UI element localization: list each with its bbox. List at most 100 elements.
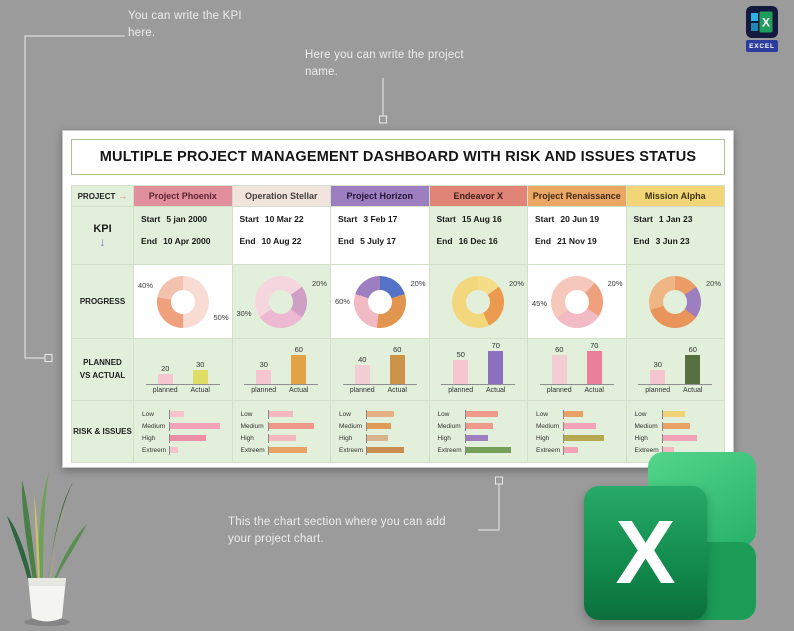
project-header-cell[interactable]: Project Phoenix <box>134 186 233 207</box>
risk-bar-row: High <box>339 433 421 443</box>
project-kpi-cell[interactable]: Start 15 Aug 16 End 16 Dec 16 <box>429 207 528 265</box>
end-date-line: End 10 Apr 2000 <box>141 236 228 246</box>
progress-chart-cell[interactable]: 20% 60% <box>331 265 430 339</box>
risk-bar-track <box>366 421 421 431</box>
value-bar <box>389 355 405 384</box>
bar-category-label: planned <box>645 387 671 394</box>
donut-percent-label: 20% <box>705 279 721 288</box>
progress-donut-chart <box>353 275 406 328</box>
bar-column: 30 <box>256 360 272 384</box>
risk-issues-chart-cell[interactable]: Low Medium High Extreem <box>331 401 430 463</box>
project-header-cell[interactable]: Operation Stellar <box>232 186 331 207</box>
donut-percent-label: 20% <box>607 279 623 288</box>
bar-category-labels: planned Actual <box>528 387 626 394</box>
project-name: Mission Alpha <box>644 191 706 201</box>
progress-chart-cell[interactable]: 20% 45% <box>528 265 627 339</box>
row-label-risk-issues: RISK & ISSUES <box>72 401 134 463</box>
risk-level-label: Medium <box>142 422 166 430</box>
start-date: 15 Aug 16 <box>461 214 502 224</box>
risk-level-label: Medium <box>634 422 658 430</box>
project-header-cell[interactable]: Endeavor X <box>429 186 528 207</box>
bar-category-label: planned <box>546 387 572 394</box>
end-label: End <box>436 236 453 246</box>
risk-level-label: Low <box>339 410 351 418</box>
planned-actual-bar-chart: 30 60 <box>638 343 713 385</box>
risk-bar-row: Low <box>438 409 520 419</box>
project-row-label-text: PROJECT <box>77 191 116 201</box>
risk-issues-chart-cell[interactable]: Low Medium High Extreem <box>232 401 331 463</box>
planned-actual-bar-chart: 30 60 <box>244 343 319 385</box>
progress-chart-cell[interactable]: 20% 30% <box>232 265 331 339</box>
start-label: Start <box>141 214 161 224</box>
donut-percent-label: 30% <box>236 309 252 318</box>
risk-bar-row: Medium <box>438 421 520 431</box>
risk-bar-row: Extreem <box>635 445 717 455</box>
project-header-cell[interactable]: Project Horizon <box>331 186 430 207</box>
planned-vs-actual-chart-cell[interactable]: 40 60 planned Actual <box>331 339 430 401</box>
project-header-row: PROJECT → Project Phoenix Operation Stel… <box>72 186 725 207</box>
bar-category-label: planned <box>251 387 277 394</box>
project-kpi-cell[interactable]: Start 3 Feb 17 End 5 July 17 <box>331 207 430 265</box>
risk-bar-track <box>464 445 520 455</box>
project-header-cell[interactable]: Project Renaissance <box>528 186 627 207</box>
risk-level-label: Medium <box>240 422 264 430</box>
bar-value-label: 40 <box>358 355 367 364</box>
risk-bar-track <box>464 433 520 443</box>
risk-bar-track <box>563 445 618 455</box>
bar-column: 50 <box>453 350 469 384</box>
progress-chart-cell[interactable]: 20% <box>626 265 725 339</box>
risk-bar <box>367 423 391 429</box>
arrow-down-icon: ↓ <box>99 235 106 249</box>
progress-row: PROGRESS 40% 50% 20% 30% 20% 60% 20% 20% 45%… <box>72 265 725 339</box>
risk-bar-track <box>464 409 520 419</box>
start-date-line: Start 15 Aug 16 <box>437 214 524 224</box>
planned-vs-actual-chart-cell[interactable]: 30 60 planned Actual <box>626 339 725 401</box>
value-bar <box>453 360 469 384</box>
planned-vs-actual-chart-cell[interactable]: 30 60 planned Actual <box>232 339 331 401</box>
planned-vs-actual-chart-cell[interactable]: 20 30 planned Actual <box>134 339 233 401</box>
bar-value-label: 60 <box>688 345 697 354</box>
risk-bar <box>268 411 293 417</box>
start-date-line: Start 10 Mar 22 <box>240 214 327 224</box>
planned-vs-actual-chart-cell[interactable]: 60 70 planned Actual <box>528 339 627 401</box>
end-label: End <box>535 236 552 246</box>
donut-percent-label: 20% <box>508 279 524 288</box>
risk-bar-row: Medium <box>339 421 421 431</box>
end-label: End <box>338 236 355 246</box>
excel-app-badge: X EXCEL <box>746 6 778 52</box>
row-label-progress: PROGRESS <box>72 265 134 339</box>
risk-bar <box>662 447 674 453</box>
kpi-row: KPI ↓ Start 5 jan 2000 End 10 Apr 2000 Sta… <box>72 207 725 265</box>
risk-level-label: High <box>634 434 648 442</box>
project-kpi-cell[interactable]: Start 1 Jan 23 End 3 Jun 23 <box>626 207 725 265</box>
risk-bar-track <box>464 421 520 431</box>
donut-percent-label: 20% <box>410 279 426 288</box>
bar-value-label: 30 <box>196 360 205 369</box>
risk-bar <box>170 411 184 417</box>
dashboard-title: MULTIPLE PROJECT MANAGEMENT DASHBOARD WI… <box>71 139 725 175</box>
risk-bar <box>367 447 404 453</box>
bar-category-labels: planned Actual <box>430 387 528 394</box>
excel-badge-label: EXCEL <box>746 40 778 52</box>
risk-level-label: Extreem <box>536 446 561 454</box>
project-kpi-cell[interactable]: Start 5 jan 2000 End 10 Apr 2000 <box>134 207 233 265</box>
progress-chart-cell[interactable]: 20% <box>429 265 528 339</box>
risk-issues-chart-cell[interactable]: Low Medium High Extreem <box>429 401 528 463</box>
value-bar <box>586 351 602 384</box>
project-kpi-cell[interactable]: Start 10 Mar 22 End 10 Aug 22 <box>232 207 331 265</box>
row-label-project: PROJECT → <box>72 186 134 207</box>
planned-vs-actual-chart-cell[interactable]: 50 70 planned Actual <box>429 339 528 401</box>
risk-issues-chart-cell[interactable]: Low Medium High Extreem <box>134 401 233 463</box>
kpi-annotation: You can write the KPI here. <box>128 10 242 40</box>
project-kpi-cell[interactable]: Start 20 Jun 19 End 21 Nov 19 <box>528 207 627 265</box>
risk-issues-chart-cell[interactable]: Low Medium High Extreem <box>528 401 627 463</box>
progress-chart-cell[interactable]: 40% 50% <box>134 265 233 339</box>
bar-value-label: 60 <box>555 345 564 354</box>
bar-category-labels: planned Actual <box>134 387 232 394</box>
excel-icon: X <box>746 6 778 38</box>
project-header-cell[interactable]: Mission Alpha <box>626 186 725 207</box>
value-bar <box>551 355 567 384</box>
risk-bar-row: Extreem <box>339 445 421 455</box>
start-date-line: Start 5 jan 2000 <box>141 214 228 224</box>
bar-category-labels: planned Actual <box>627 387 725 394</box>
